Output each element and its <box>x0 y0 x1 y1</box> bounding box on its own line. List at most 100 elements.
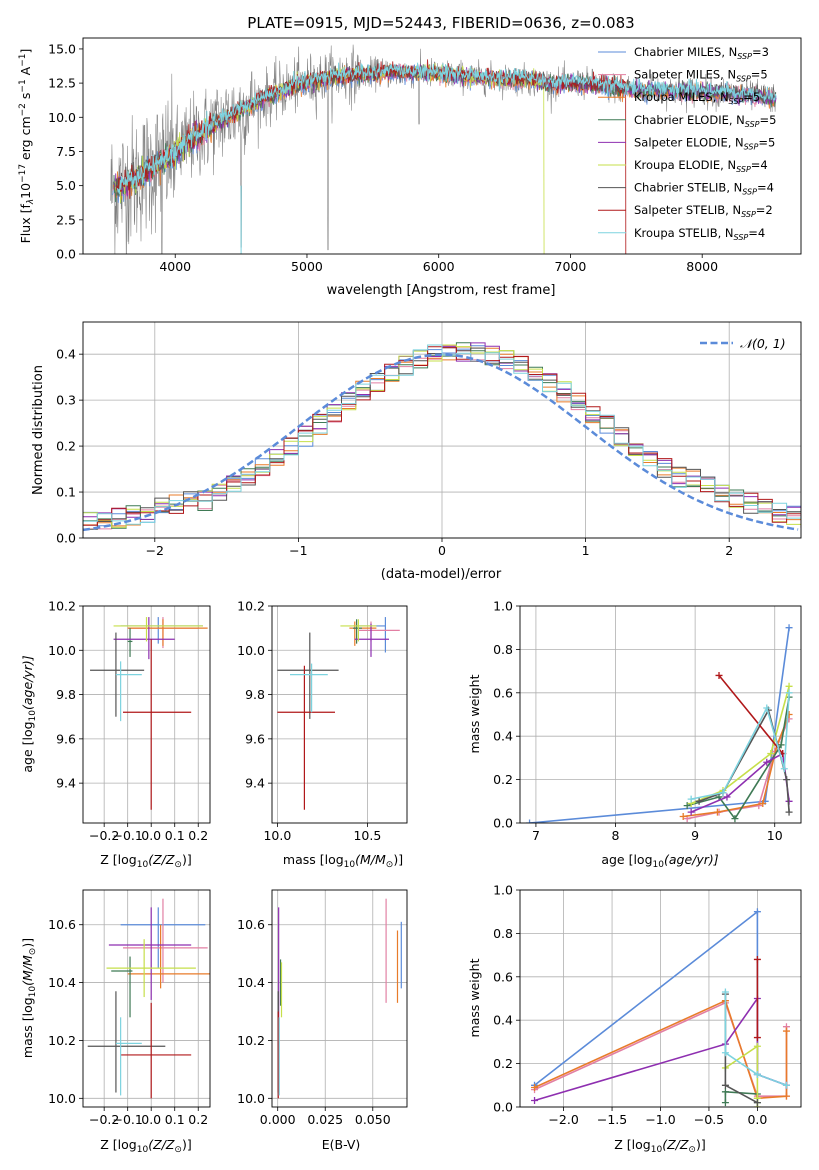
mass-vs-ebv-frame <box>271 889 408 1108</box>
errorbar-point-chabrier-elodie <box>111 956 133 1018</box>
y-tick-label: 0.0 <box>56 531 76 546</box>
errorbar-point-salpeter-stelib <box>277 665 335 810</box>
y-tick-label: 10.2 <box>48 599 76 614</box>
residual-hist-plot-area <box>83 342 801 535</box>
errorbar-point-kroupa-elodie <box>340 619 377 642</box>
series-marker <box>759 799 767 807</box>
series-marker <box>695 797 703 805</box>
x-tick-label: −0.5 <box>694 1112 724 1127</box>
age-vs-mass-frame <box>271 605 408 824</box>
x-tick-label: −1.5 <box>597 1112 627 1127</box>
errorbar-point-salpeter-miles <box>358 621 400 642</box>
x-axis-label: Z [log10(Z/Z⊙)] <box>100 1137 191 1155</box>
x-tick-label: −0.1 <box>113 828 143 843</box>
x-tick-label: 8 <box>612 828 620 843</box>
series-line <box>724 992 787 1087</box>
legend-label: Chabrier MILES, NSSP=3 <box>634 45 769 61</box>
series-marker <box>721 988 729 996</box>
errorbar-point-kroupa-elodie <box>113 617 203 642</box>
y-axis-label: Flux [fλ10−17 erg cm−2 s−1 A−1] <box>18 49 36 244</box>
residual-hist-frame <box>82 321 802 539</box>
y-tick-label: 0.1 <box>56 485 76 500</box>
y-tick-label: 0.0 <box>56 247 76 262</box>
y-tick-label: 9.4 <box>245 776 265 791</box>
y-tick-label: 10.4 <box>48 975 76 990</box>
series-marker <box>782 1092 790 1100</box>
x-axis-label: wavelength [Angstrom, rest frame] <box>327 283 556 298</box>
x-axis-label: age [log10(age/yr)] <box>601 852 718 870</box>
x-tick-label: −0.2 <box>89 828 119 843</box>
age-vs-mass-plot-area <box>277 617 400 810</box>
series-marker <box>721 1099 729 1107</box>
y-tick-label: 0.8 <box>493 642 513 657</box>
y-tick-label: 10.0 <box>48 1091 76 1106</box>
y-tick-label: 2.5 <box>56 212 76 227</box>
y-tick-label: 9.4 <box>56 776 76 791</box>
series-marker <box>715 671 723 679</box>
y-tick-label: 0.8 <box>493 926 513 941</box>
y-tick-label: 10.6 <box>48 917 76 932</box>
y-tick-label: 10.2 <box>237 1033 265 1048</box>
y-tick-label: 10.6 <box>237 917 265 932</box>
y-tick-label: 1.0 <box>493 883 513 898</box>
series-marker <box>683 802 691 810</box>
x-tick-label: 0.0 <box>141 1112 161 1127</box>
series-marker <box>777 741 785 749</box>
legend-label: Kroupa ELODIE, NSSP=4 <box>634 158 768 174</box>
series-marker <box>753 1042 761 1050</box>
series-marker <box>753 1034 761 1042</box>
x-tick-label: 7000 <box>555 259 587 274</box>
errorbar-point-kroupa-stelib <box>115 661 142 722</box>
mass-vs-Z-axes: −0.2−0.10.0 0.1 0.2 10.0 10.2 10.4 10.6 <box>48 890 210 1127</box>
series-marker <box>782 1027 790 1035</box>
x-tick-label: −2.0 <box>548 1112 578 1127</box>
series-marker <box>719 789 727 797</box>
x-tick-label: 0.050 <box>355 1112 391 1127</box>
errorbar-point-salpeter-elodie <box>113 617 175 660</box>
x-tick-label: 5000 <box>291 259 323 274</box>
series-marker <box>763 758 771 766</box>
x-tick-label: 0.025 <box>307 1112 343 1127</box>
series-marker <box>785 624 793 632</box>
series-marker <box>721 1081 729 1089</box>
y-tick-label: 0.4 <box>493 1013 513 1028</box>
series-marker <box>731 815 739 823</box>
x-tick-label: 10.0 <box>263 828 291 843</box>
legend-label: Salpeter ELODIE, NSSP=5 <box>634 135 775 151</box>
y-axis-label: mass [log10(M/M⊙)] <box>20 938 38 1058</box>
legend-label: 𝒩(0, 1) <box>740 336 786 351</box>
series-marker <box>755 802 763 810</box>
errorbar-point-kroupa-stelib <box>115 1017 142 1096</box>
errorbar-point-kroupa-stelib <box>290 663 328 713</box>
series-marker <box>721 1088 729 1096</box>
series-marker <box>763 704 771 712</box>
weight-vs-age-frame <box>519 605 802 824</box>
series-marker <box>679 812 687 820</box>
errorbar-point-salpeter-elodie <box>354 623 389 657</box>
weight-vs-Z-frame <box>519 889 802 1108</box>
x-tick-label: 1 <box>582 543 590 558</box>
series-marker <box>531 1096 539 1104</box>
x-tick-label: 0.1 <box>165 1112 185 1127</box>
y-tick-label: 0.3 <box>56 393 76 408</box>
y-tick-label: 10.0 <box>237 1091 265 1106</box>
x-tick-label: 0.0 <box>747 1112 767 1127</box>
series-marker <box>723 793 731 801</box>
x-tick-label: 10 <box>767 828 783 843</box>
model-spectrum-line-kroupa-elodie <box>114 63 545 254</box>
errorbar-point-chabrier-stelib <box>277 632 339 719</box>
legend-label: Salpeter STELIB, NSSP=2 <box>634 203 773 219</box>
x-axis-label: (data-model)/error <box>381 567 502 582</box>
spectrum-legend: Chabrier MILES, NSSP=3 Salpeter MILES, NS… <box>598 45 776 242</box>
y-tick-label: 0.2 <box>56 439 76 454</box>
series-marker <box>713 808 721 816</box>
x-axis-label: Z [log10(Z/Z⊙)] <box>100 852 191 870</box>
y-tick-label: 0.0 <box>493 816 513 831</box>
series-marker <box>526 819 534 823</box>
y-tick-label: 1.0 <box>493 599 513 614</box>
model-spectrum-line-salpeter-stelib <box>116 59 627 254</box>
x-axis-label: mass [log10(M/M⊙)] <box>283 852 403 870</box>
model-spectrum-line-kroupa-stelib <box>116 62 777 195</box>
x-tick-label: −1 <box>289 543 307 558</box>
